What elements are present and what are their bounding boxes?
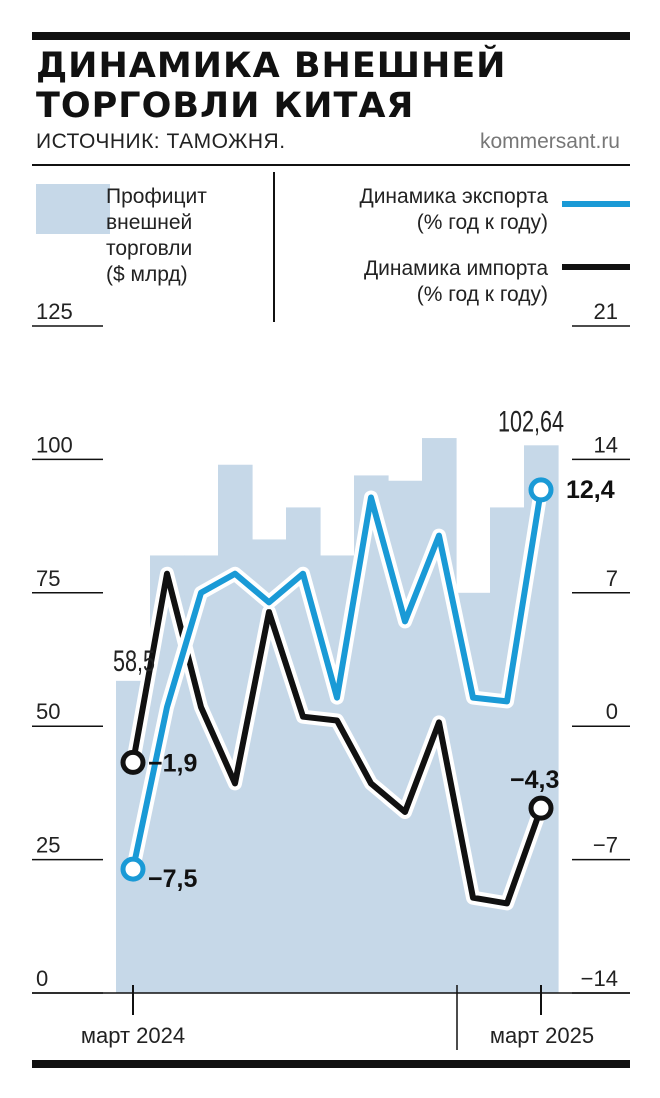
import-start-marker [120, 749, 146, 775]
legend-surplus-line-1: Профицит [106, 185, 207, 208]
bottom-rule [32, 1060, 630, 1068]
left-axis-label: 75 [36, 566, 60, 591]
legend-surplus-line-2: внешней [106, 211, 193, 234]
header-rule [32, 164, 630, 166]
legend-surplus-label: Профицит внешней торговли ($ млрд) [106, 184, 207, 288]
legend-export-line-2: (% год к году) [416, 211, 548, 234]
title-line-1: ДИНАМИКА ВНЕШНЕЙ [36, 46, 507, 86]
legend-import-line [562, 264, 630, 270]
x-axis-label: март 2024 [81, 1023, 185, 1048]
legend-import-line-2: (% год к году) [416, 283, 548, 306]
legend-surplus-swatch [36, 184, 110, 234]
surplus-first-label: 58,5 [113, 643, 155, 677]
legend-import-line-1: Динамика импорта [363, 257, 548, 280]
export-start-marker [120, 856, 146, 882]
chart-title: ДИНАМИКА ВНЕШНЕЙ ТОРГОВЛИ КИТАЯ [36, 46, 506, 126]
export-start-label: −7,5 [148, 865, 197, 893]
import-start-label: −1,9 [148, 749, 197, 777]
x-axis-label: март 2025 [490, 1023, 594, 1048]
legend-import-label: Динамика импорта (% год к году) [364, 256, 548, 308]
import-line [130, 570, 544, 907]
legend-surplus-line-4: ($ млрд) [106, 263, 188, 286]
legend-export-label: Динамика экспорта (% год к году) [359, 184, 548, 236]
legend-export-line [562, 201, 630, 207]
title-line-2: ТОРГОВЛИ КИТАЯ [36, 86, 415, 126]
left-axis-label: 125 [36, 299, 73, 324]
left-axis-label: 50 [36, 699, 60, 724]
export-end-label: 12,4 [566, 476, 615, 504]
right-axis-label: 14 [594, 432, 618, 457]
top-rule [32, 32, 630, 40]
export-end-marker [528, 477, 554, 503]
legend-divider [273, 172, 275, 322]
left-axis-label: 25 [36, 833, 60, 858]
legend-surplus-line-3: торговли [106, 237, 193, 260]
export-line [130, 486, 544, 873]
right-axis-label: −7 [593, 833, 618, 858]
left-axis-label: 100 [36, 432, 73, 457]
left-axis-label: 0 [36, 966, 48, 991]
import-end-label: −4,3 [510, 766, 559, 794]
source-label: ИСТОЧНИК: ТАМОЖНЯ. [36, 130, 286, 153]
surplus-last-label: 102,64 [498, 404, 564, 438]
right-axis-label: −14 [581, 966, 618, 991]
right-axis-label: 0 [606, 699, 618, 724]
import-end-marker [528, 795, 554, 821]
site-label: kommersant.ru [479, 130, 620, 153]
right-axis-label: 21 [594, 299, 618, 324]
legend-export-line-1: Динамика экспорта [359, 185, 548, 208]
right-axis-label: 7 [606, 566, 618, 591]
